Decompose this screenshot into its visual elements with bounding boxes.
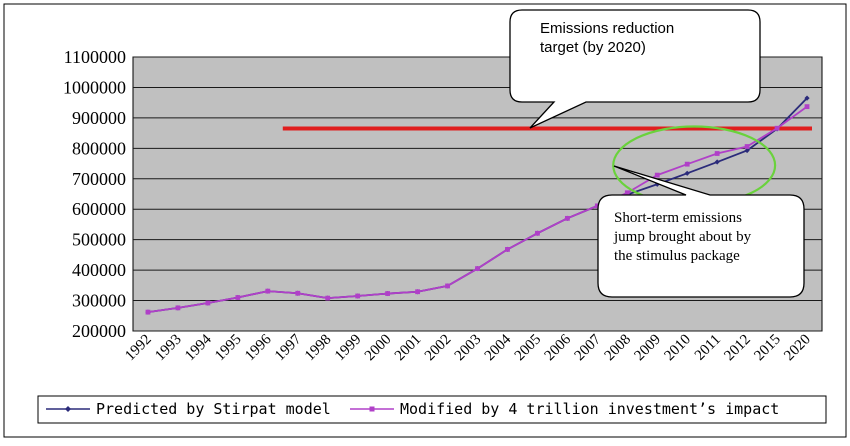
series-1-point bbox=[325, 295, 331, 301]
series-layer bbox=[145, 95, 810, 315]
callout-stimulus-line-3: the stimulus package bbox=[614, 248, 740, 264]
legend: Predicted by Stirpat model Modified by 4… bbox=[37, 395, 827, 424]
y-tick-label: 1100000 bbox=[64, 47, 126, 67]
y-tick-label: 600000 bbox=[72, 199, 126, 219]
callout-stimulus-line-2: jump brought about by bbox=[613, 229, 752, 245]
legend-box bbox=[37, 395, 827, 424]
legend-label-predicted: Predicted by Stirpat model bbox=[96, 400, 331, 418]
series-1-point bbox=[684, 161, 690, 167]
series-1-point bbox=[535, 230, 540, 236]
y-tick-label: 800000 bbox=[72, 138, 126, 158]
legend-label-modified: Modified by 4 trillion investment’s impa… bbox=[400, 400, 779, 418]
y-tick-label: 500000 bbox=[72, 230, 126, 250]
series-1-point bbox=[205, 300, 211, 306]
series-1-point bbox=[594, 203, 600, 209]
series-1-point bbox=[714, 151, 720, 156]
series-1-point bbox=[295, 290, 301, 296]
legend-swatch-predicted-marker bbox=[65, 406, 71, 412]
series-1-point bbox=[804, 104, 810, 110]
legend-swatch-modified-marker bbox=[369, 406, 375, 412]
series-1-point bbox=[265, 288, 271, 294]
series-1-point bbox=[624, 190, 630, 196]
y-tick-label: 400000 bbox=[72, 260, 126, 280]
y-tick-label: 200000 bbox=[72, 321, 126, 341]
callout-target-line-1: Emissions reduction bbox=[540, 20, 674, 37]
y-tick-label: 1000000 bbox=[63, 77, 126, 97]
series-0-point bbox=[714, 159, 720, 165]
callout-target-bubble bbox=[509, 9, 761, 129]
y-tick-label: 900000 bbox=[72, 108, 126, 128]
y-tick-label: 300000 bbox=[72, 291, 126, 311]
callout-stimulus-bubble bbox=[597, 165, 805, 298]
series-1-point bbox=[355, 293, 361, 299]
callout-target-line-2: target (by 2020) bbox=[540, 39, 646, 56]
series-1-point bbox=[145, 309, 151, 315]
series-1-point bbox=[774, 125, 780, 131]
series-1-point bbox=[744, 144, 750, 149]
series-1-point bbox=[475, 266, 480, 271]
series-0-point bbox=[804, 95, 810, 101]
y-tick-label: 700000 bbox=[72, 169, 126, 189]
callout-target: Emissions reduction target (by 2020) bbox=[509, 9, 761, 129]
series-1-point bbox=[654, 172, 660, 178]
series-1-point bbox=[505, 247, 510, 252]
series-1-point bbox=[385, 291, 391, 296]
series-0-point bbox=[744, 147, 750, 154]
series-0-point bbox=[684, 170, 690, 176]
callout-stimulus: Short-term emissions jump brought about … bbox=[597, 165, 805, 298]
series-1-point bbox=[415, 289, 420, 295]
series-1-point bbox=[564, 215, 570, 221]
y-axis-tick-labels: 200000 300000 400000 500000 600000 700000 8000… bbox=[63, 47, 126, 341]
series-1-point bbox=[445, 283, 450, 289]
series-1-point bbox=[235, 295, 241, 300]
series-1-point bbox=[175, 305, 181, 311]
callout-stimulus-line-1: Short-term emissions bbox=[614, 210, 742, 226]
